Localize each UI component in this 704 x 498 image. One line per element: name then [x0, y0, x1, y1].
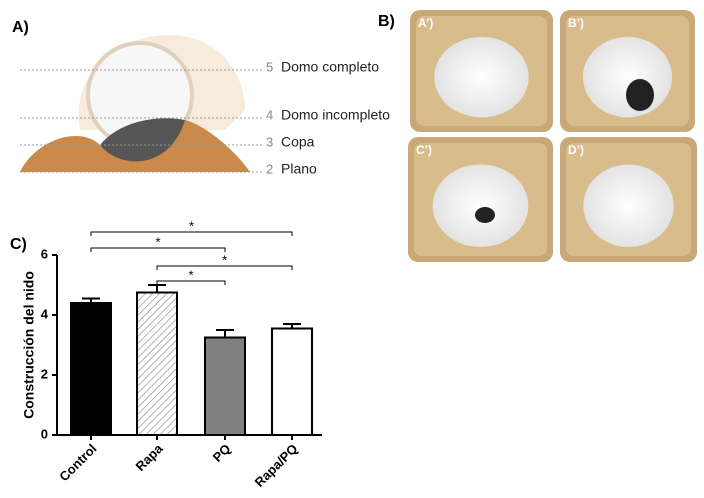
significance-bracket	[90, 247, 226, 252]
significance-bracket	[90, 231, 293, 236]
significance-label: *	[155, 234, 160, 249]
level-name: Domo incompleto	[281, 107, 390, 123]
bar	[70, 302, 112, 436]
nest-diagram	[20, 35, 250, 172]
level-number: 5	[266, 59, 273, 74]
cotton	[432, 164, 529, 247]
significance-bracket	[156, 265, 293, 270]
x-tick-label: Rapa/PQ	[252, 441, 301, 490]
bar	[204, 336, 246, 436]
y-axis-label: Construcción del nido	[21, 271, 37, 419]
cotton	[583, 164, 674, 247]
cotton	[582, 36, 673, 118]
cotton	[434, 36, 529, 118]
level-number: 3	[266, 134, 273, 149]
significance-label: *	[188, 267, 193, 282]
significance-label: *	[222, 252, 227, 267]
y-tick-label: 0	[41, 426, 48, 441]
photo: B’)	[560, 10, 695, 132]
significance-bracket	[156, 280, 226, 285]
hole	[626, 79, 654, 111]
panel-label: A)	[12, 19, 29, 36]
x-tick-label: Rapa	[132, 440, 166, 474]
panel-label: C)	[10, 236, 27, 253]
panel-label: B)	[378, 13, 395, 30]
x-tick-label: PQ	[210, 441, 234, 465]
x-tick-label: Control	[56, 441, 99, 484]
photo-label: D’)	[568, 143, 584, 157]
significance-label: *	[189, 218, 194, 233]
photo: A’)	[410, 10, 553, 132]
y-tick-label: 6	[41, 246, 48, 261]
photo-label: B’)	[568, 16, 584, 30]
photo: C’)	[408, 137, 553, 262]
level-name: Plano	[281, 161, 317, 177]
level-number: 2	[266, 161, 273, 176]
photo-label: A’)	[418, 16, 433, 30]
level-number: 4	[266, 107, 273, 122]
bar	[136, 291, 178, 436]
photo: D’)	[560, 137, 697, 262]
y-tick-label: 2	[41, 366, 48, 381]
y-tick-label: 4	[41, 306, 49, 321]
bar	[271, 327, 313, 436]
level-name: Domo completo	[281, 59, 379, 75]
hole	[475, 207, 495, 223]
level-name: Copa	[281, 134, 315, 150]
photo-label: C’)	[416, 143, 432, 157]
